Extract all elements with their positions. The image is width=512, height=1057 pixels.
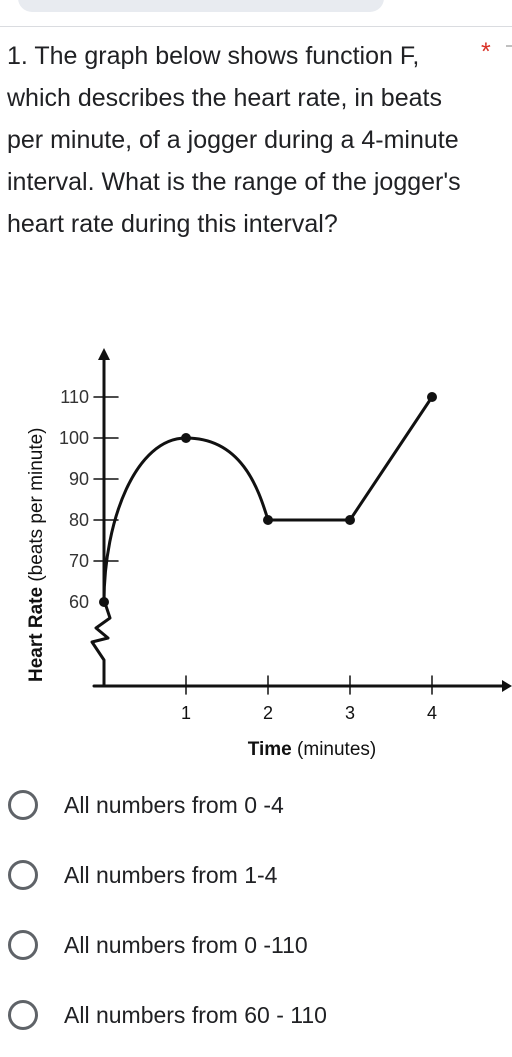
- y-tick-label: 80: [69, 510, 89, 530]
- function-line: [348, 395, 434, 522]
- heart-rate-graph: Heart Rate (beats per minute) Time (minu…: [26, 348, 512, 760]
- data-point: [427, 392, 437, 402]
- question-text: 1. The graph below shows function F, whi…: [7, 42, 461, 238]
- x-axis-label-bold: Time: [248, 739, 292, 760]
- data-point: [345, 515, 355, 525]
- y-axis-label-bold: Heart Rate: [26, 587, 47, 682]
- option-label: All numbers from 1-4: [64, 862, 278, 888]
- option-1-4[interactable]: All numbers from 1-4: [0, 848, 512, 908]
- y-axis-label: Heart Rate (beats per minute): [26, 427, 47, 682]
- divider: [0, 26, 512, 27]
- data-point: [181, 433, 191, 443]
- x-tick-label: 1: [181, 703, 191, 723]
- y-tick-label: 60: [69, 592, 89, 612]
- y-tick-label: 70: [69, 551, 89, 571]
- data-point: [99, 597, 109, 607]
- y-tick-label: 110: [60, 387, 89, 407]
- overflow-mark: [506, 45, 512, 47]
- data-point: [263, 515, 273, 525]
- x-axis-label-rest: (minutes): [292, 739, 376, 760]
- option-0-110[interactable]: All numbers from 0 -110: [0, 918, 512, 978]
- radio-button[interactable]: [8, 930, 38, 960]
- x-tick-label: 2: [263, 703, 273, 723]
- y-tick-label: 100: [59, 428, 89, 448]
- option-label: All numbers from 60 - 110: [64, 1002, 327, 1028]
- radio-button[interactable]: [8, 860, 38, 890]
- function-line: [102, 436, 270, 604]
- required-asterisk: *: [481, 38, 491, 66]
- option-60-110[interactable]: All numbers from 60 - 110: [0, 988, 512, 1048]
- radio-button[interactable]: [8, 790, 38, 820]
- y-axis-break: [90, 598, 112, 688]
- x-axis-label: Time (minutes): [248, 739, 376, 760]
- option-label: All numbers from 0 -110: [64, 932, 308, 958]
- previous-section-card: [18, 0, 384, 12]
- x-tick-label: 3: [345, 703, 355, 723]
- y-tick-label: 90: [69, 469, 89, 489]
- option-label: All numbers from 0 -4: [64, 792, 284, 818]
- x-axis-arrow: [502, 680, 512, 692]
- x-tick-label: 4: [427, 703, 437, 723]
- option-0-4[interactable]: All numbers from 0 -4: [0, 778, 512, 838]
- radio-button[interactable]: [8, 1000, 38, 1030]
- y-axis-arrow: [98, 348, 110, 360]
- y-axis-label-rest: (beats per minute): [26, 427, 47, 586]
